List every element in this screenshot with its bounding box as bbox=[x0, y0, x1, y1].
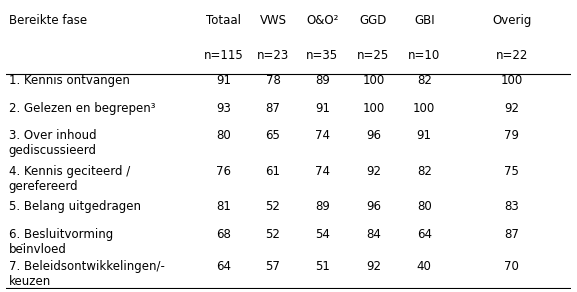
Text: n=115: n=115 bbox=[204, 49, 243, 62]
Text: 82: 82 bbox=[417, 165, 432, 178]
Text: 74: 74 bbox=[315, 165, 330, 178]
Text: Bereikte fase: Bereikte fase bbox=[9, 14, 87, 27]
Text: 75: 75 bbox=[504, 165, 519, 178]
Text: 65: 65 bbox=[265, 129, 280, 142]
Text: 92: 92 bbox=[504, 102, 519, 115]
Text: 70: 70 bbox=[504, 260, 519, 274]
Text: 87: 87 bbox=[504, 227, 519, 241]
Text: O&O²: O&O² bbox=[306, 14, 339, 27]
Text: 7. Beleidsontwikkelingen/-
keuzen: 7. Beleidsontwikkelingen/- keuzen bbox=[9, 260, 164, 288]
Text: 100: 100 bbox=[362, 74, 384, 88]
Text: 87: 87 bbox=[265, 102, 280, 115]
Text: n=22: n=22 bbox=[496, 49, 528, 62]
Text: 2. Gelezen en begrepen³: 2. Gelezen en begrepen³ bbox=[9, 102, 155, 115]
Text: 93: 93 bbox=[216, 102, 231, 115]
Text: 76: 76 bbox=[216, 165, 231, 178]
Text: 100: 100 bbox=[501, 74, 523, 88]
Text: 83: 83 bbox=[504, 200, 519, 213]
Text: 80: 80 bbox=[216, 129, 231, 142]
Text: 91: 91 bbox=[315, 102, 330, 115]
Text: 64: 64 bbox=[417, 227, 432, 241]
Text: 100: 100 bbox=[413, 102, 435, 115]
Text: n=23: n=23 bbox=[257, 49, 289, 62]
Text: 61: 61 bbox=[265, 165, 280, 178]
Text: 84: 84 bbox=[366, 227, 381, 241]
Text: 1. Kennis ontvangen: 1. Kennis ontvangen bbox=[9, 74, 129, 88]
Text: 81: 81 bbox=[216, 200, 231, 213]
Text: 6. Besluitvorming
beïnvloed: 6. Besluitvorming beïnvloed bbox=[9, 227, 113, 256]
Text: 82: 82 bbox=[417, 74, 432, 88]
Text: 80: 80 bbox=[417, 200, 432, 213]
Text: GGD: GGD bbox=[359, 14, 387, 27]
Text: 54: 54 bbox=[315, 227, 330, 241]
Text: 96: 96 bbox=[366, 200, 381, 213]
Text: 89: 89 bbox=[315, 200, 330, 213]
Text: 3. Over inhoud
gediscussieerd: 3. Over inhoud gediscussieerd bbox=[9, 129, 96, 157]
Text: GBI: GBI bbox=[414, 14, 434, 27]
Text: n=10: n=10 bbox=[408, 49, 440, 62]
Text: n=35: n=35 bbox=[306, 49, 339, 62]
Text: Overig: Overig bbox=[492, 14, 531, 27]
Text: 91: 91 bbox=[417, 129, 432, 142]
Text: 92: 92 bbox=[366, 260, 381, 274]
Text: 52: 52 bbox=[265, 200, 280, 213]
Text: VWS: VWS bbox=[260, 14, 286, 27]
Text: 79: 79 bbox=[504, 129, 519, 142]
Text: 100: 100 bbox=[362, 102, 384, 115]
Text: n=25: n=25 bbox=[357, 49, 389, 62]
Text: 57: 57 bbox=[265, 260, 280, 274]
Text: 89: 89 bbox=[315, 74, 330, 88]
Text: 51: 51 bbox=[315, 260, 330, 274]
Text: 91: 91 bbox=[216, 74, 231, 88]
Text: 5. Belang uitgedragen: 5. Belang uitgedragen bbox=[9, 200, 141, 213]
Text: 78: 78 bbox=[265, 74, 280, 88]
Text: 74: 74 bbox=[315, 129, 330, 142]
Text: 40: 40 bbox=[417, 260, 432, 274]
Text: 64: 64 bbox=[216, 260, 231, 274]
Text: 68: 68 bbox=[216, 227, 231, 241]
Text: 4. Kennis geciteerd /
gerefereerd: 4. Kennis geciteerd / gerefereerd bbox=[9, 165, 130, 193]
Text: 96: 96 bbox=[366, 129, 381, 142]
Text: 52: 52 bbox=[265, 227, 280, 241]
Text: 92: 92 bbox=[366, 165, 381, 178]
Text: Totaal: Totaal bbox=[206, 14, 241, 27]
